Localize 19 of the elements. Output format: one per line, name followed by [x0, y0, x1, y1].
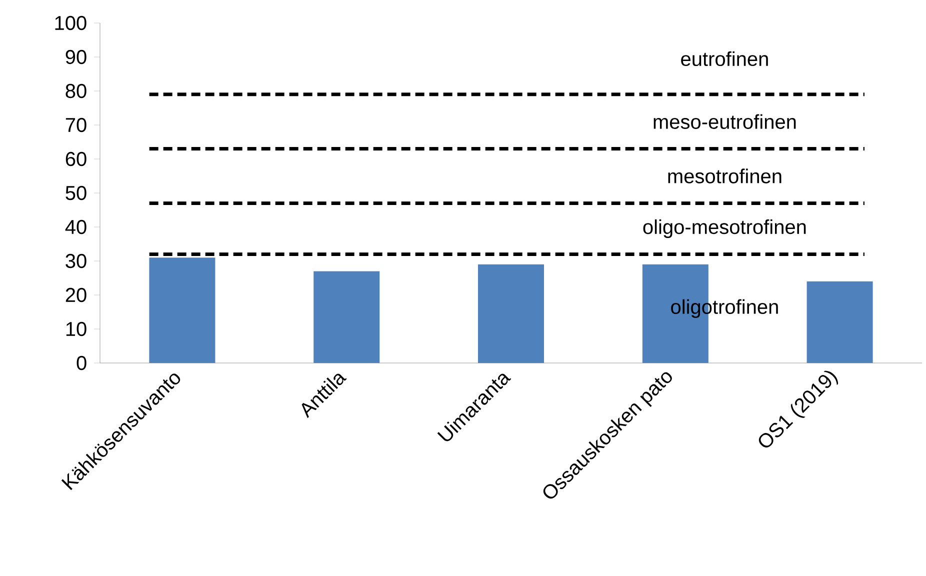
bar [478, 264, 544, 363]
y-tick-label: 40 [65, 220, 86, 234]
y-tick-label: 100 [55, 16, 86, 30]
y-tick-label: 80 [66, 84, 86, 98]
y-tick-label: 20 [66, 288, 86, 302]
y-tick-label: 30 [66, 254, 86, 268]
y-tick-label: 10 [66, 322, 86, 336]
annotation: eutrofinen [681, 51, 768, 66]
annotation: mesotrofinen [668, 168, 782, 184]
annotation: oligo-mesotrofinen [643, 219, 806, 238]
y-tick-label: 50 [66, 186, 86, 200]
y-tick-label: 90 [66, 50, 86, 64]
bar [806, 281, 873, 363]
annotation: meso-eutrofinen [654, 114, 796, 129]
y-tick-label: 70 [66, 118, 86, 132]
bar [149, 258, 216, 363]
bar [314, 271, 380, 363]
y-tick-label: 0 [76, 356, 86, 370]
y-tick-label: 60 [66, 152, 86, 166]
